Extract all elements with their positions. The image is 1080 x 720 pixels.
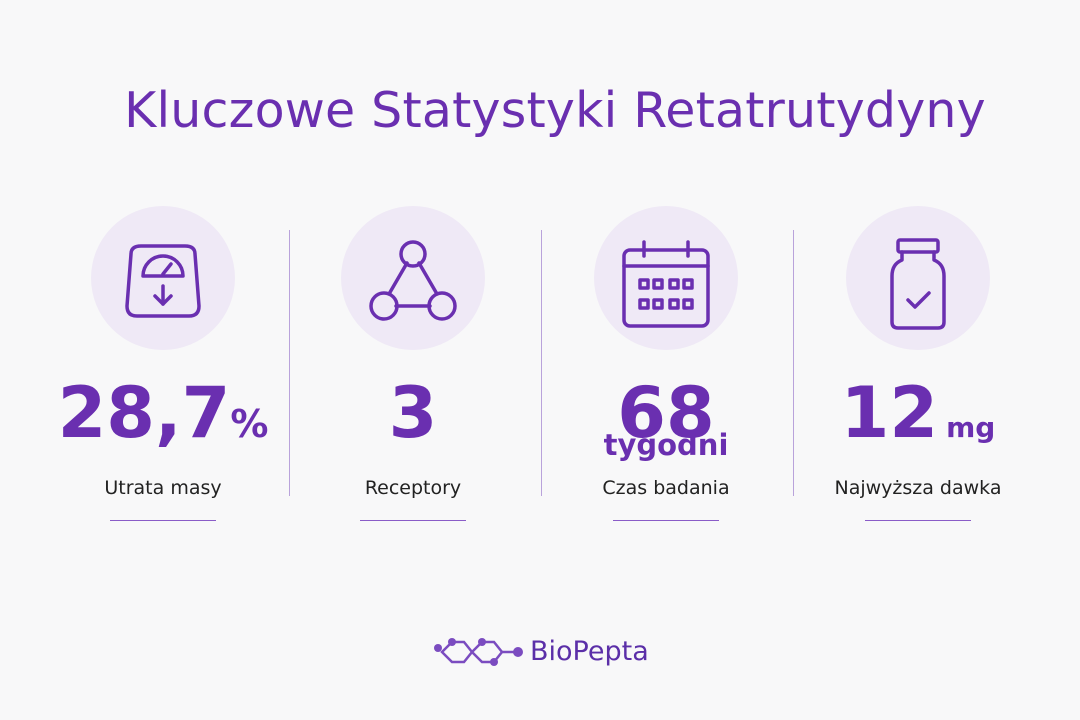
stat-card: 28,7% Utrata masy bbox=[38, 200, 288, 540]
stat-label: Utrata masy bbox=[104, 477, 222, 499]
stat-value: 3 bbox=[388, 372, 438, 454]
logo-mark bbox=[434, 638, 523, 666]
divider bbox=[541, 230, 542, 496]
divider bbox=[793, 230, 794, 496]
stat-card: 68 tygodni Czas badania bbox=[541, 200, 791, 540]
stat-value: 12 mg bbox=[840, 372, 996, 454]
underline bbox=[865, 520, 971, 521]
stat-label: Najwyższa dawka bbox=[834, 477, 1002, 499]
calendar-icon bbox=[594, 206, 738, 350]
underline bbox=[613, 520, 719, 521]
underline bbox=[360, 520, 466, 521]
title: Kluczowe Statystyki Retatrutydyny bbox=[124, 82, 986, 139]
divider bbox=[289, 230, 290, 496]
logo-text: BioPepta bbox=[530, 636, 649, 667]
receptor-icon bbox=[341, 206, 485, 350]
stat-card: 3 Receptory bbox=[288, 200, 538, 540]
stat-value: 28,7% bbox=[57, 372, 269, 454]
underline bbox=[110, 520, 216, 521]
scale-icon bbox=[91, 206, 235, 350]
stat-label: Receptory bbox=[364, 477, 462, 499]
vial-icon bbox=[846, 206, 990, 350]
stat-unit: tygodni bbox=[603, 428, 729, 462]
stat-label: Czas badania bbox=[602, 477, 730, 499]
stat-card: 12 mg Najwyższa dawka bbox=[793, 200, 1043, 540]
stat-value: 68 bbox=[617, 372, 715, 454]
